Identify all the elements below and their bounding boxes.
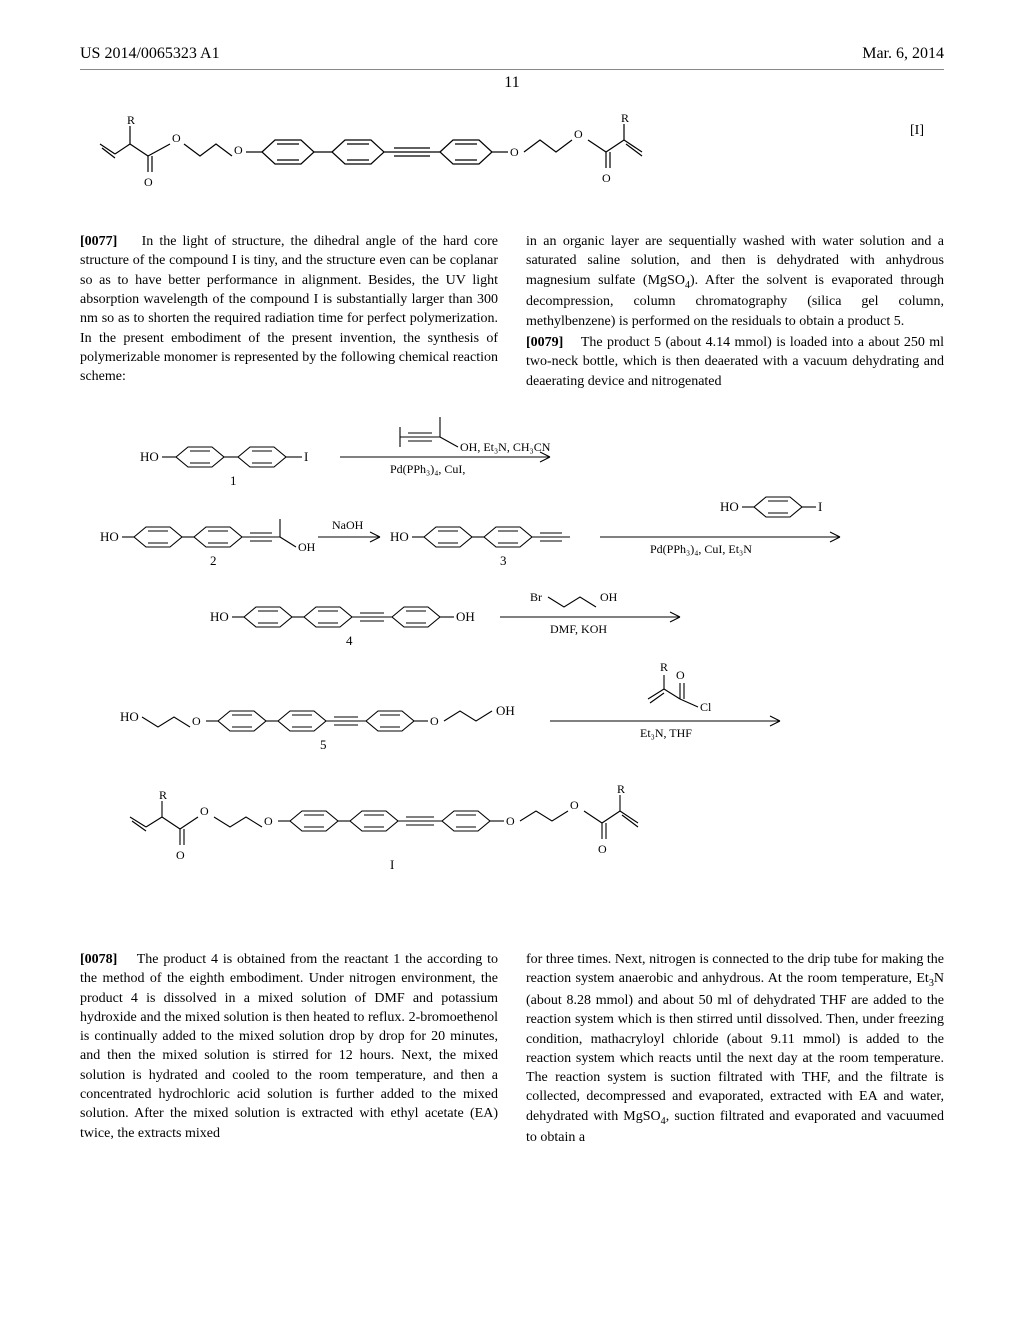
- svg-text:2: 2: [210, 553, 217, 568]
- col-right-upper: in an organic layer are sequentially was…: [526, 232, 944, 393]
- col-left-upper: [0077] In the light of structure, the di…: [80, 232, 498, 393]
- svg-text:HO: HO: [100, 529, 119, 544]
- svg-text:I: I: [390, 857, 394, 872]
- svg-text:HO: HO: [210, 609, 229, 624]
- para-0077-text: In the light of structure, the dihedral …: [80, 234, 498, 384]
- svg-text:O: O: [510, 145, 519, 159]
- svg-text:HO: HO: [120, 709, 139, 724]
- svg-text:4: 4: [346, 633, 353, 648]
- svg-text:O: O: [430, 714, 439, 728]
- svg-text:O: O: [264, 814, 273, 828]
- svg-text:O: O: [602, 171, 611, 185]
- svg-text:Pd(PPh₃)₄, CuI,: Pd(PPh₃)₄, CuI,: [390, 462, 465, 476]
- svg-text:HO: HO: [390, 529, 409, 544]
- svg-text:OH: OH: [600, 590, 618, 604]
- para-right-lower-continuation: for three times. Next, nitrogen is conne…: [526, 950, 944, 1148]
- patent-number: US 2014/0065323 A1: [80, 45, 220, 63]
- svg-text:OH: OH: [298, 540, 316, 554]
- svg-text:O: O: [200, 804, 209, 818]
- svg-text:O: O: [234, 143, 243, 157]
- svg-text:OH, Et₃N, CH₃CN: OH, Et₃N, CH₃CN: [460, 440, 551, 454]
- svg-text:HO: HO: [140, 449, 159, 464]
- para-0078-text: The product 4 is obtained from the react…: [80, 952, 498, 1141]
- para-num-0079: [0079]: [526, 335, 563, 350]
- compound-I-structure: R O O O: [80, 114, 944, 214]
- svg-text:DMF, KOH: DMF, KOH: [550, 622, 607, 636]
- svg-text:R: R: [621, 114, 629, 125]
- reaction-scheme: HO I 1 OH, Et₃N, CH₃CN Pd(PPh₃): [80, 407, 944, 932]
- svg-text:NaOH: NaOH: [332, 518, 364, 532]
- col-right-lower: for three times. Next, nitrogen is conne…: [526, 950, 944, 1150]
- svg-text:O: O: [176, 848, 185, 862]
- svg-text:R: R: [159, 788, 167, 802]
- svg-text:O: O: [676, 668, 685, 682]
- svg-text:O: O: [172, 131, 181, 145]
- svg-text:3: 3: [500, 553, 507, 568]
- para-right-continuation: in an organic layer are sequentially was…: [526, 232, 944, 331]
- svg-text:O: O: [598, 842, 607, 856]
- text-columns-lower: [0078] The product 4 is obtained from th…: [80, 950, 944, 1150]
- svg-text:I: I: [304, 449, 308, 464]
- page-header: US 2014/0065323 A1 Mar. 6, 2014: [80, 45, 944, 70]
- svg-text:Cl: Cl: [700, 700, 712, 714]
- publication-date: Mar. 6, 2014: [862, 45, 944, 63]
- para-0077: [0077] In the light of structure, the di…: [80, 232, 498, 387]
- svg-text:HO: HO: [720, 499, 739, 514]
- svg-text:R: R: [617, 782, 625, 796]
- svg-text:O: O: [570, 798, 579, 812]
- para-num-0078: [0078]: [80, 952, 117, 967]
- svg-text:OH: OH: [496, 703, 515, 718]
- svg-text:OH: OH: [456, 609, 475, 624]
- svg-text:Pd(PPh₃)₄, CuI, Et₃N: Pd(PPh₃)₄, CuI, Et₃N: [650, 542, 752, 556]
- svg-text:1: 1: [230, 473, 237, 488]
- svg-text:Et₃N, THF: Et₃N, THF: [640, 726, 692, 740]
- text-columns-upper: [0077] In the light of structure, the di…: [80, 232, 944, 393]
- para-0079: [0079] The product 5 (about 4.14 mmol) i…: [526, 333, 944, 391]
- para-0078: [0078] The product 4 is obtained from th…: [80, 950, 498, 1143]
- svg-text:I: I: [818, 499, 822, 514]
- svg-text:R: R: [660, 660, 668, 674]
- svg-text:O: O: [506, 814, 515, 828]
- svg-text:R: R: [127, 114, 135, 127]
- para-num-0077: [0077]: [80, 234, 117, 249]
- page-number: 11: [80, 74, 944, 92]
- svg-text:O: O: [574, 127, 583, 141]
- svg-text:O: O: [144, 175, 153, 189]
- svg-text:O: O: [192, 714, 201, 728]
- svg-text:5: 5: [320, 737, 327, 752]
- col-left-lower: [0078] The product 4 is obtained from th…: [80, 950, 498, 1150]
- compound-label: [I]: [910, 123, 924, 138]
- svg-text:Br: Br: [530, 590, 542, 604]
